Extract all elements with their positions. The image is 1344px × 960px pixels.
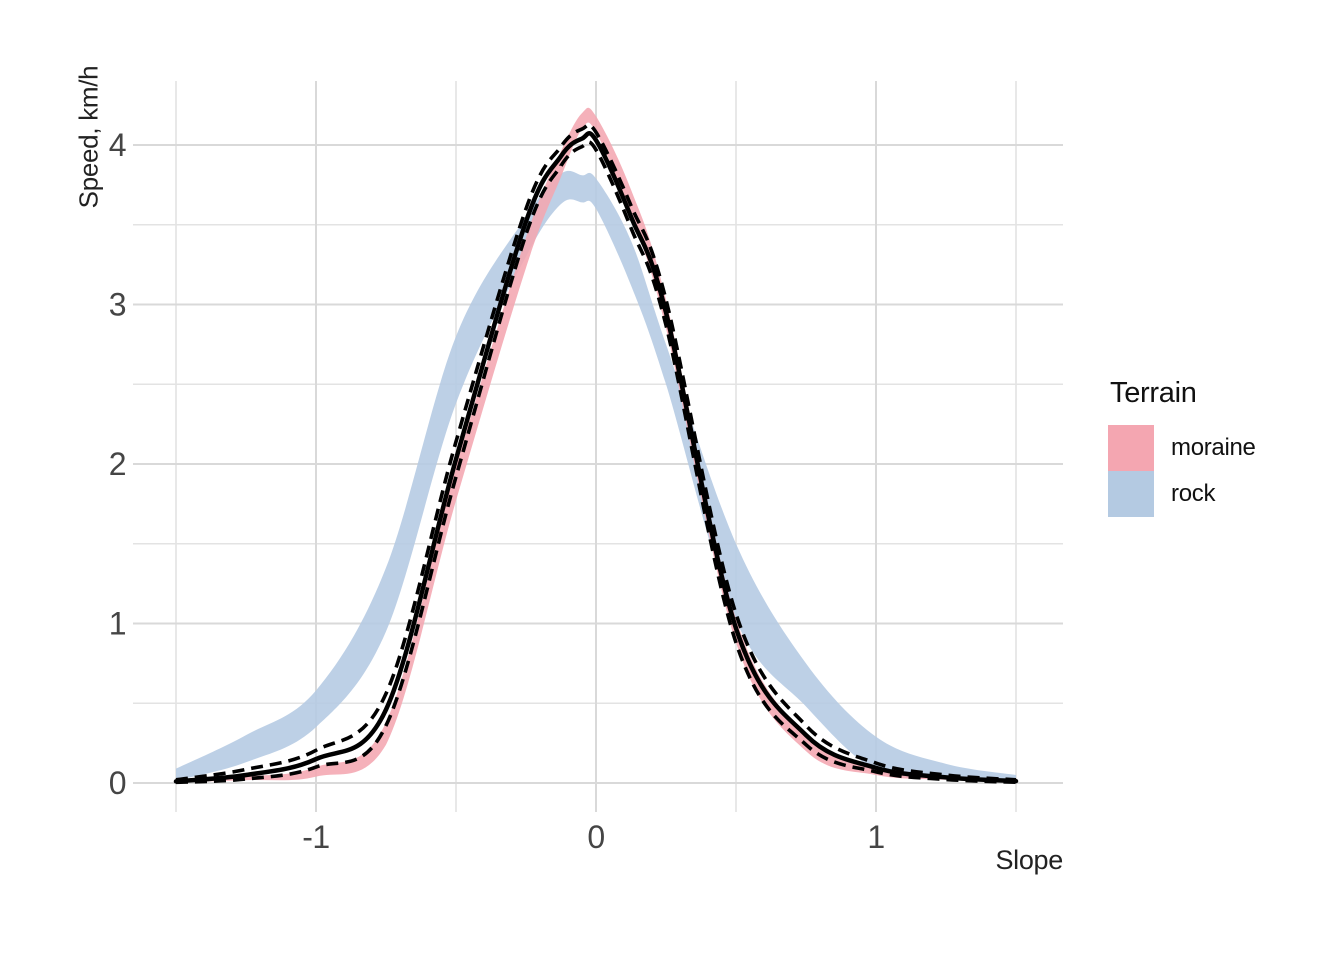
y-tick-label: 4	[109, 127, 126, 163]
legend-title: Terrain	[1110, 377, 1197, 409]
y-tick-label: 3	[109, 287, 126, 323]
x-tick-label: 0	[587, 819, 604, 855]
x-tick-label: -1	[302, 819, 329, 855]
estimate-ci-lower-line	[175, 140, 1017, 785]
y-tick-label: 0	[109, 765, 126, 801]
legend: Terrain moraine rock	[1108, 377, 1256, 517]
y-tick-label: 1	[109, 606, 126, 642]
legend-swatch-moraine	[1108, 425, 1154, 471]
legend-item-rock: rock	[1108, 471, 1256, 517]
x-axis-title: Slope	[995, 845, 1063, 875]
estimate-ci-upper-line	[175, 123, 1017, 782]
legend-label-moraine: moraine	[1171, 434, 1256, 461]
y-axis-title: Speed, km/h	[73, 65, 104, 209]
estimate-line	[173, 131, 1019, 784]
rock-interval-ribbon	[176, 170, 1016, 782]
legend-label-rock: rock	[1171, 480, 1216, 507]
x-tick-label: 1	[867, 819, 884, 855]
legend-swatch-rock	[1108, 471, 1154, 517]
y-tick-label: 2	[109, 446, 126, 482]
legend-item-moraine: moraine	[1108, 425, 1256, 471]
legend-items: moraine rock	[1108, 425, 1256, 517]
